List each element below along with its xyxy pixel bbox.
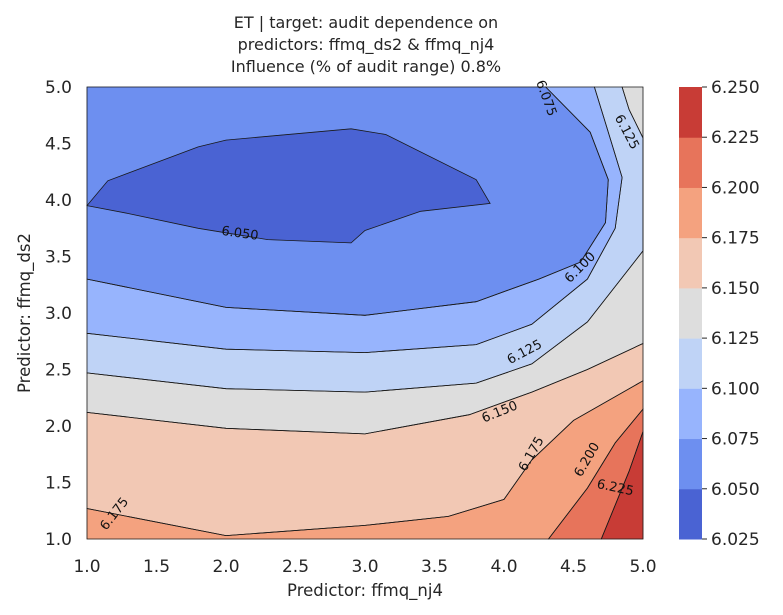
x-tick-label: 2.5 <box>282 557 309 577</box>
colorbar-tick-label: 6.225 <box>711 128 760 148</box>
y-tick-label: 3.5 <box>45 248 72 268</box>
y-axis-label: Predictor: ffmq_ds2 <box>15 233 35 393</box>
x-tick-label: 2.0 <box>212 557 239 577</box>
colorbar-tick-label: 6.100 <box>711 379 760 399</box>
colorbar-segment <box>679 488 702 540</box>
colorbar-segment <box>679 137 702 188</box>
contour-label: 6.050 <box>220 224 259 244</box>
x-tick-label: 4.5 <box>560 557 587 577</box>
y-tick-label: 5.0 <box>45 78 72 98</box>
title-line-3: Influence (% of audit range) 0.8% <box>231 57 501 76</box>
colorbar-tick-label: 6.175 <box>711 229 760 249</box>
y-tick-label: 4.5 <box>45 135 72 155</box>
colorbar-tick-label: 6.150 <box>711 279 760 299</box>
colorbar-segment <box>679 287 702 339</box>
title-line-2: predictors: ffmq_ds2 & ffmq_nj4 <box>238 35 495 55</box>
y-tick-label: 1.0 <box>45 530 72 550</box>
y-tick-label: 3.0 <box>45 304 72 324</box>
x-tick-label: 1.5 <box>143 557 170 577</box>
colorbar-tick-label: 6.075 <box>711 430 760 450</box>
colorbar-segment <box>679 438 702 490</box>
x-tick-label: 4.0 <box>490 557 517 577</box>
colorbar-segment <box>679 388 702 440</box>
title-line-1: ET | target: audit dependence on <box>234 13 498 32</box>
colorbar-segment <box>679 338 702 389</box>
colorbar-tick-label: 6.200 <box>711 178 760 198</box>
x-tick-label: 1.0 <box>73 557 100 577</box>
x-tick-label: 5.0 <box>629 557 656 577</box>
x-axis-label: Predictor: ffmq_nj4 <box>287 581 443 601</box>
colorbar-tick-label: 6.025 <box>711 530 760 550</box>
colorbar-segment <box>679 187 702 239</box>
colorbar-tick-label: 6.050 <box>711 480 760 500</box>
plot-area <box>86 86 644 540</box>
contour-line <box>86 128 491 244</box>
x-tick-label: 3.0 <box>351 557 378 577</box>
contour-lines <box>86 86 644 540</box>
chart-title: ET | target: audit dependence on predict… <box>231 13 501 76</box>
colorbar-tick-label: 6.125 <box>711 329 760 349</box>
y-tick-label: 1.5 <box>45 474 72 494</box>
y-axis-ticks: 1.0 1.5 2.0 2.5 3.0 3.5 4.0 4.5 5.0 <box>45 78 72 550</box>
y-tick-label: 2.5 <box>45 361 72 381</box>
x-tick-label: 3.5 <box>421 557 448 577</box>
contour-line <box>600 431 644 540</box>
y-tick-label: 2.0 <box>45 417 72 437</box>
colorbar-segment <box>679 237 702 289</box>
colorbar-segment <box>679 87 702 138</box>
colorbar: 6.025 6.050 6.075 6.100 6.125 6.150 6.175 6.200… <box>679 78 760 550</box>
x-axis-ticks: 1.0 1.5 2.0 2.5 3.0 3.5 4.0 4.5 5.0 <box>73 557 656 577</box>
y-tick-label: 4.0 <box>45 191 72 211</box>
colorbar-tick-label: 6.250 <box>711 78 760 98</box>
